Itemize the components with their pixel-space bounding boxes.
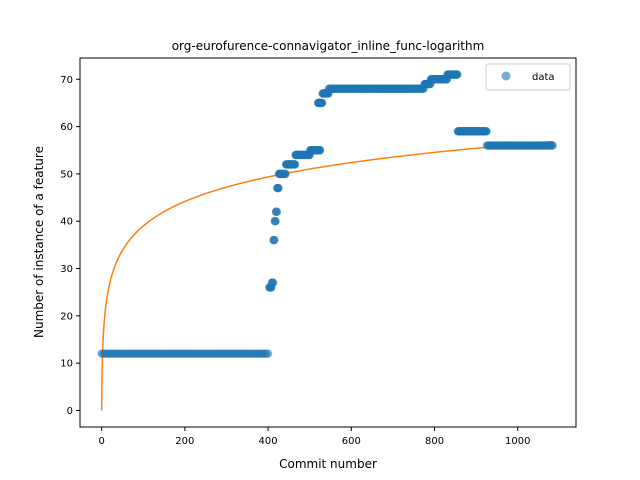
x-tick-label: 800	[425, 436, 444, 447]
legend-marker-data	[501, 71, 511, 81]
data-point	[263, 349, 273, 358]
data-point	[453, 70, 462, 79]
legend-box	[485, 63, 571, 91]
data-point	[271, 217, 280, 226]
data-point	[268, 278, 278, 287]
legend: data	[485, 63, 571, 91]
y-tick-label: 30	[60, 264, 73, 275]
x-tick-label: 0	[98, 436, 104, 447]
y-tick-label: 10	[60, 359, 73, 370]
data-point	[315, 146, 325, 155]
data-point	[272, 207, 282, 216]
plot-area	[97, 70, 557, 411]
y-tick-label: 40	[60, 217, 73, 228]
legend-label-data: data	[532, 72, 555, 83]
data-point	[274, 183, 283, 193]
x-axis-ticks: 0 200 400 600 800 1000	[98, 427, 530, 447]
chart-title: org-eurofurence-connavigator_inline_func…	[172, 39, 485, 53]
y-tick-label: 50	[60, 169, 73, 180]
data-point	[290, 160, 300, 169]
fit-curve-layer	[100, 140, 554, 411]
y-tick-label: 60	[60, 122, 73, 133]
data-points-layer	[97, 70, 557, 358]
y-tick-label: 70	[60, 75, 73, 86]
x-tick-label: 200	[175, 436, 194, 447]
data-point	[270, 235, 279, 245]
data-point	[482, 127, 491, 136]
x-tick-label: 1000	[505, 436, 530, 447]
y-axis-label: Number of instance of a feature	[32, 146, 46, 338]
fit-curve-line	[100, 140, 554, 411]
data-point	[548, 141, 557, 150]
y-tick-label: 20	[60, 311, 73, 322]
x-tick-label: 400	[259, 436, 278, 447]
y-tick-label: 0	[67, 406, 73, 417]
data-point	[281, 169, 290, 179]
y-axis-ticks: 0 10 20 30 40 50 60 70	[60, 75, 80, 417]
x-axis-label: Commit number	[279, 457, 377, 471]
data-point	[317, 98, 327, 108]
axes-frame	[79, 57, 577, 428]
x-tick-label: 600	[342, 436, 361, 447]
